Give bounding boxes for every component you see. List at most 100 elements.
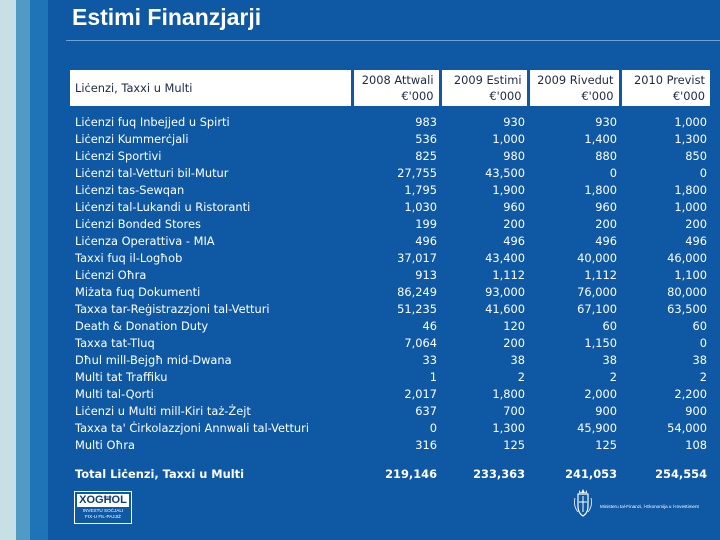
row-value: 1,112 — [492, 268, 525, 282]
row-label: Multi tal-Qorti — [75, 387, 154, 401]
row-value: 825 — [415, 149, 437, 163]
header-col-year: 2009 Rivedut — [537, 73, 614, 87]
row-value: 700 — [503, 404, 525, 418]
row-value: 7,064 — [404, 336, 437, 350]
table-row: Liċenzi tal-Vetturi bil-Mutur 27,755 43,50… — [70, 165, 710, 182]
row-value: 1,030 — [404, 200, 437, 214]
row-value: 76,000 — [577, 285, 617, 299]
total-value: 254,554 — [655, 467, 707, 481]
left-stripe-light — [0, 0, 16, 540]
row-value: 38 — [602, 353, 618, 367]
row-label: Liċenzi Oħra — [75, 268, 147, 282]
page-title: Estimi Finanzjarji — [72, 4, 262, 30]
table-row: Liċenzi tal-Lukandi u Ristoranti 1,030 960… — [70, 199, 710, 216]
row-value: 40,000 — [577, 251, 617, 265]
row-value: 41,600 — [485, 302, 525, 316]
row-value: 38 — [510, 353, 526, 367]
row-value: 930 — [595, 115, 617, 129]
row-value: 1,100 — [674, 268, 707, 282]
table-row: Liċenzi Oħra 913 1,112 1,112 1,100 — [70, 267, 710, 284]
row-value: 125 — [503, 438, 525, 452]
row-value: 200 — [595, 217, 617, 231]
row-value: 200 — [685, 217, 707, 231]
row-value: 1,112 — [584, 268, 617, 282]
row-value: 51,235 — [397, 302, 437, 316]
table-row: Liċenzi Sportivi 825 980 880 850 — [70, 148, 710, 165]
row-value: 200 — [503, 217, 525, 231]
row-value: 43,400 — [485, 251, 525, 265]
row-value: 850 — [685, 149, 707, 163]
row-value: 46 — [422, 319, 438, 333]
row-label: Miżata fuq Dokumenti — [75, 285, 201, 299]
row-value: 1,300 — [492, 421, 525, 435]
row-value: 880 — [595, 149, 617, 163]
header-spacer — [70, 106, 710, 114]
row-value: 637 — [415, 404, 437, 418]
row-value: 316 — [415, 438, 437, 452]
row-value: 496 — [595, 234, 617, 248]
row-label: Liċenzi u Multi mill-Kiri taż-Żejt — [75, 404, 251, 418]
table-row: Death & Donation Duty 46 120 60 60 — [70, 318, 710, 335]
row-value: 33 — [422, 353, 438, 367]
row-value: 496 — [685, 234, 707, 248]
row-value: 93,000 — [485, 285, 525, 299]
header-col-year: 2008 Attwali — [361, 73, 434, 87]
row-value: 980 — [503, 149, 525, 163]
row-value: 80,000 — [667, 285, 707, 299]
header-col-2010: 2010 Previst €'000 — [618, 70, 710, 106]
row-value: 125 — [595, 438, 617, 452]
table-row: Taxxi fuq il-Logħob 37,017 43,400 40,000 46,… — [70, 250, 710, 267]
table-row: Liċenzi Kummerċjali 536 1,000 1,400 1,300 — [70, 131, 710, 148]
row-value: 960 — [595, 200, 617, 214]
row-value: 1 — [429, 370, 437, 384]
logo-word: XOGĦOL — [77, 494, 129, 507]
xoghol-logo: XOGĦOL INVESTU SOĊJALI FIX-U FIL-PAJJIŻ — [74, 491, 132, 524]
left-stripe-mid — [16, 0, 30, 540]
logo-subtitle-2: FIX-U FIL-PAJJIŻ — [85, 514, 121, 519]
header-col-unit: €'000 — [489, 89, 522, 103]
row-label: Death & Donation Duty — [75, 319, 209, 333]
row-value: 1,800 — [674, 183, 707, 197]
row-label: Taxxa ta' Ċirkolazzjoni Annwali tal-Vett… — [75, 421, 309, 435]
row-value: 1,000 — [674, 200, 707, 214]
row-value: 1,300 — [674, 132, 707, 146]
row-label: Liċenzi Sportivi — [75, 149, 162, 163]
table-row: Miżata fuq Dokumenti 86,249 93,000 76,000 80… — [70, 284, 710, 301]
table-row: Liċenzi fuq Inbejjed u Spirti 983 930 930 1,… — [70, 114, 710, 131]
table-row: Liċenzi u Multi mill-Kiri taż-Żejt 637 700… — [70, 403, 710, 420]
row-value: 86,249 — [397, 285, 437, 299]
row-label: Liċenza Operattiva - MIA — [75, 234, 215, 248]
row-value: 1,000 — [674, 115, 707, 129]
header-col-unit: €'000 — [672, 89, 705, 103]
total-value: 219,146 — [385, 467, 437, 481]
row-value: 0 — [429, 421, 437, 435]
row-value: 1,795 — [404, 183, 437, 197]
row-label: Liċenzi tal-Vetturi bil-Mutur — [75, 166, 229, 180]
total-value: 233,363 — [473, 467, 525, 481]
malta-crest-icon — [574, 489, 592, 517]
row-value: 1,150 — [584, 336, 617, 350]
financial-table: Liċenzi, Taxxi u Multi 2008 Attwali €'00… — [70, 70, 710, 483]
row-value: 54,000 — [667, 421, 707, 435]
row-value: 913 — [415, 268, 437, 282]
row-value: 0 — [699, 336, 707, 350]
row-value: 900 — [595, 404, 617, 418]
row-value: 1,800 — [584, 183, 617, 197]
table-row: Dħul mill-Bejgħ mid-Dwana 33 38 38 38 — [70, 352, 710, 369]
row-value: 67,100 — [577, 302, 617, 316]
row-value: 46,000 — [667, 251, 707, 265]
left-stripe-dark — [30, 0, 48, 540]
table-row: Taxxa tar-Reġistrazzjoni tal-Vetturi 51,2… — [70, 301, 710, 318]
row-value: 900 — [685, 404, 707, 418]
header-col-2009-estimi: 2009 Estimi €'000 — [438, 70, 528, 106]
row-value: 43,500 — [485, 166, 525, 180]
table-row: Liċenzi Bonded Stores 199 200 200 200 — [70, 216, 710, 233]
row-value: 200 — [503, 336, 525, 350]
ministry-name: Ministeru tal-Finanzi, l-Ekonomija u l-I… — [600, 504, 699, 509]
total-row: Total Liċenzi, Taxxi u Multi 219,146 233,3… — [70, 466, 710, 483]
row-label: Liċenzi fuq Inbejjed u Spirti — [75, 115, 230, 129]
row-value: 1,900 — [492, 183, 525, 197]
row-value: 536 — [415, 132, 437, 146]
row-value: 0 — [699, 166, 707, 180]
table-row: Multi Oħra 316 125 125 108 — [70, 437, 710, 454]
